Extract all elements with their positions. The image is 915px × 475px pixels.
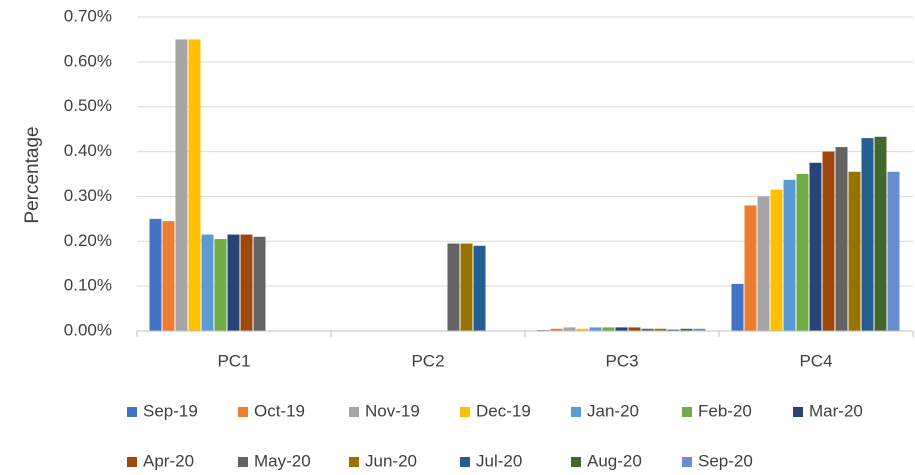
- y-tick-label: 0.20%: [64, 231, 112, 250]
- legend-swatch: [460, 457, 470, 467]
- bar: [550, 328, 563, 331]
- bar: [589, 327, 602, 331]
- bar: [654, 328, 667, 331]
- bar: [628, 327, 641, 331]
- legend-swatch: [460, 407, 470, 417]
- bar: [162, 221, 175, 331]
- x-tick-label: PC4: [799, 351, 832, 370]
- legend-swatch: [682, 457, 692, 467]
- bar: [680, 328, 693, 331]
- legend-label: May-20: [254, 451, 311, 470]
- bar: [744, 205, 757, 331]
- legend-swatch: [238, 407, 248, 417]
- y-tick-label: 0.50%: [64, 96, 112, 115]
- bar: [188, 39, 201, 332]
- bar: [731, 283, 744, 331]
- bar: [201, 234, 214, 331]
- y-tick-label: 0.60%: [64, 51, 112, 70]
- legend-swatch: [571, 457, 581, 467]
- x-tick-label: PC3: [605, 351, 638, 370]
- bar: [770, 189, 783, 331]
- legend-label: Jan-20: [587, 401, 639, 420]
- bar: [460, 243, 473, 331]
- legend-label: Jul-20: [476, 451, 522, 470]
- y-tick-label: 0.70%: [64, 6, 112, 25]
- bar: [783, 179, 796, 331]
- legend-label: Sep-19: [143, 401, 198, 420]
- bar: [667, 329, 680, 331]
- bar: [693, 328, 706, 331]
- legend-label: Apr-20: [143, 451, 194, 470]
- y-tick-label: 0.00%: [64, 320, 112, 339]
- bar: [447, 243, 460, 331]
- legend-label: Jun-20: [365, 451, 417, 470]
- bar: [757, 196, 770, 331]
- bar: [214, 239, 227, 331]
- bar: [175, 39, 188, 332]
- legend-label: Mar-20: [809, 401, 863, 420]
- bar: [822, 151, 835, 331]
- legend-swatch: [127, 457, 137, 467]
- y-tick-label: 0.40%: [64, 141, 112, 160]
- bar: [149, 218, 162, 331]
- bar: [563, 327, 576, 331]
- bar: [240, 234, 253, 331]
- legend-swatch: [793, 407, 803, 417]
- legend-swatch: [238, 457, 248, 467]
- legend-label: Oct-19: [254, 401, 305, 420]
- x-tick-label: PC1: [217, 351, 250, 370]
- x-tick-label: PC2: [411, 351, 444, 370]
- legend-swatch: [127, 407, 137, 417]
- bar: [874, 136, 887, 331]
- bar: [615, 327, 628, 331]
- legend-swatch: [349, 457, 359, 467]
- legend-label: Aug-20: [587, 451, 642, 470]
- legend-swatch: [349, 407, 359, 417]
- bar: [253, 236, 266, 331]
- y-tick-label: 0.10%: [64, 276, 112, 295]
- bar: [576, 328, 589, 331]
- bar: [848, 171, 861, 331]
- y-axis-label: Percentage: [22, 126, 43, 223]
- y-tick-label: 0.30%: [64, 186, 112, 205]
- bar: [809, 162, 822, 331]
- bar: [641, 328, 654, 331]
- bar: [887, 171, 900, 331]
- legend-swatch: [682, 407, 692, 417]
- bar: [835, 147, 848, 331]
- legend-label: Feb-20: [698, 401, 752, 420]
- bar: [473, 245, 486, 331]
- legend-label: Sep-20: [698, 451, 753, 470]
- bar: [602, 327, 615, 331]
- legend-swatch: [571, 407, 581, 417]
- bar: [227, 234, 240, 331]
- bar: [861, 138, 874, 331]
- legend-label: Nov-19: [365, 401, 420, 420]
- bar: [796, 174, 809, 331]
- legend-label: Dec-19: [476, 401, 531, 420]
